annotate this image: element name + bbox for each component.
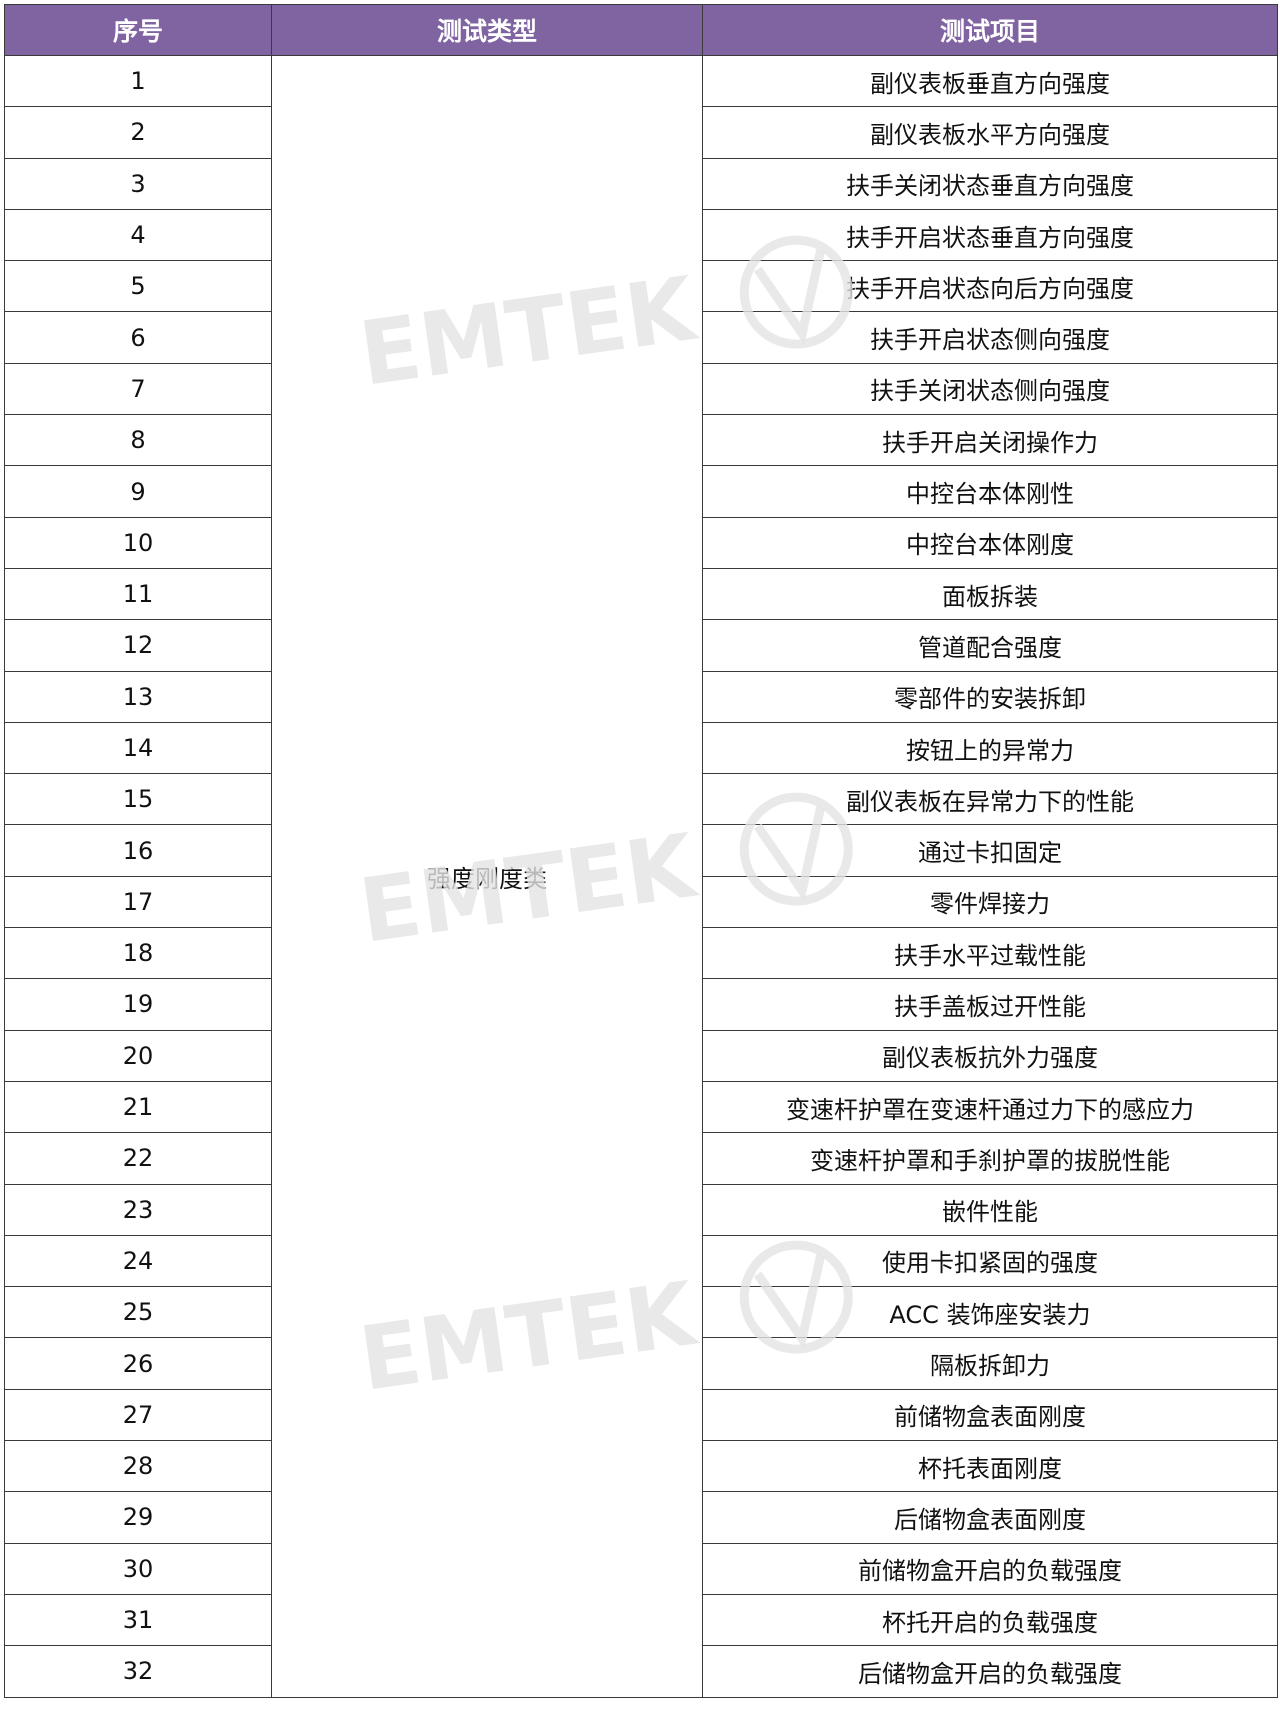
table-row: 9 中控台本体刚性 [4, 465, 1278, 518]
table-row: 24 使用卡扣紧固的强度 [4, 1234, 1278, 1288]
table-row: 23 嵌件性能 [4, 1183, 1278, 1236]
row-number: 20 [4, 1029, 272, 1082]
table-row: 13 零部件的安装拆卸 [4, 670, 1278, 723]
table-row: 12 管道配合强度 [4, 619, 1278, 672]
test-item: 扶手开启状态侧向强度 [702, 311, 1278, 364]
test-item: 扶手开启状态垂直方向强度 [702, 208, 1278, 262]
row-number: 9 [4, 465, 272, 518]
row-number: 1 [4, 54, 272, 108]
test-item: 后储物盒表面刚度 [702, 1491, 1278, 1544]
test-item: 隔板拆卸力 [702, 1337, 1278, 1390]
row-number: 26 [4, 1337, 272, 1390]
row-number: 8 [4, 414, 272, 467]
table-row: 1 强度刚度类 副仪表板垂直方向强度 [4, 54, 1278, 1698]
row-number: 19 [4, 978, 272, 1031]
test-item: 副仪表板抗外力强度 [702, 1029, 1278, 1082]
table-row: 29 后储物盒表面刚度 [4, 1491, 1278, 1544]
test-item: 管道配合强度 [702, 619, 1278, 672]
row-number: 23 [4, 1183, 272, 1236]
row-number: 10 [4, 516, 272, 569]
row-number: 18 [4, 927, 272, 980]
test-item: 变速杆护罩在变速杆通过力下的感应力 [702, 1080, 1278, 1134]
test-item: 扶手开启关闭操作力 [702, 414, 1278, 467]
test-item: 前储物盒表面刚度 [702, 1388, 1278, 1442]
test-item: 中控台本体刚度 [702, 516, 1278, 569]
test-item: 杯托表面刚度 [702, 1440, 1278, 1493]
table-row: 8 扶手开启关闭操作力 [4, 414, 1278, 467]
test-item: 面板拆装 [702, 567, 1278, 621]
test-item: 副仪表板水平方向强度 [702, 106, 1278, 159]
test-item: 前储物盒开启的负载强度 [702, 1542, 1278, 1595]
row-number: 27 [4, 1388, 272, 1442]
row-number: 16 [4, 824, 272, 877]
test-item: 嵌件性能 [702, 1183, 1278, 1236]
test-item: 扶手关闭状态侧向强度 [702, 362, 1278, 416]
row-number: 17 [4, 875, 272, 929]
test-item: 变速杆护罩和手刹护罩的拔脱性能 [702, 1132, 1278, 1185]
test-type-cell: 强度刚度类 [271, 55, 703, 1698]
row-number: 2 [4, 106, 272, 159]
test-item: 后储物盒开启的负载强度 [702, 1645, 1278, 1698]
row-number: 28 [4, 1440, 272, 1493]
table-row: 22 变速杆护罩和手刹护罩的拔脱性能 [4, 1132, 1278, 1185]
table-header-row: 序号 测试类型 测试项目 [4, 4, 1278, 56]
test-item: 中控台本体刚性 [702, 465, 1278, 518]
test-item: ACC 装饰座安装力 [702, 1286, 1278, 1339]
test-item: 零部件的安装拆卸 [702, 670, 1278, 723]
row-number: 31 [4, 1593, 272, 1647]
row-number: 14 [4, 721, 272, 775]
test-items-table: 序号 测试类型 测试项目 1 强度刚度类 副仪表板垂直方向强度 2 副仪表板水平方向强度… [4, 4, 1278, 1698]
row-number: 29 [4, 1491, 272, 1544]
table-row: 26 隔板拆卸力 [4, 1337, 1278, 1390]
test-item: 扶手盖板过开性能 [702, 978, 1278, 1031]
row-number: 24 [4, 1234, 272, 1288]
row-number: 12 [4, 619, 272, 672]
row-number: 22 [4, 1132, 272, 1185]
test-item: 扶手开启状态向后方向强度 [702, 260, 1278, 313]
table-row: 18 扶手水平过载性能 [4, 927, 1278, 980]
row-number: 7 [4, 362, 272, 416]
table-row: 31 杯托开启的负载强度 [4, 1593, 1278, 1647]
table-row: 2 副仪表板水平方向强度 [4, 106, 1278, 159]
test-item: 副仪表板在异常力下的性能 [702, 773, 1278, 826]
row-number: 11 [4, 567, 272, 621]
table-row: 10 中控台本体刚度 [4, 516, 1278, 569]
test-item: 扶手水平过载性能 [702, 927, 1278, 980]
row-number: 3 [4, 157, 272, 210]
row-number: 13 [4, 670, 272, 723]
row-number: 4 [4, 208, 272, 262]
row-number: 21 [4, 1080, 272, 1134]
table-row: 21 变速杆护罩在变速杆通过力下的感应力 [4, 1080, 1278, 1134]
test-item: 杯托开启的负载强度 [702, 1593, 1278, 1647]
test-item: 零件焊接力 [702, 875, 1278, 929]
table-row: 27 前储物盒表面刚度 [4, 1388, 1278, 1442]
test-item: 通过卡扣固定 [702, 824, 1278, 877]
table-row: 28 杯托表面刚度 [4, 1440, 1278, 1493]
row-number: 6 [4, 311, 272, 364]
table-row: 30 前储物盒开启的负载强度 [4, 1542, 1278, 1595]
row-number: 5 [4, 260, 272, 313]
row-number: 30 [4, 1542, 272, 1595]
row-number: 15 [4, 773, 272, 826]
row-number: 32 [4, 1645, 272, 1698]
table-row: 14 按钮上的异常力 [4, 721, 1278, 775]
table-row: 11 面板拆装 [4, 567, 1278, 621]
table-row: 20 副仪表板抗外力强度 [4, 1029, 1278, 1082]
test-item: 使用卡扣紧固的强度 [702, 1234, 1278, 1288]
test-item: 扶手关闭状态垂直方向强度 [702, 157, 1278, 210]
header-test-item: 测试项目 [702, 4, 1278, 56]
header-no: 序号 [4, 4, 272, 56]
test-item: 按钮上的异常力 [702, 721, 1278, 775]
table-row: 7 扶手关闭状态侧向强度 [4, 362, 1278, 416]
header-test-type: 测试类型 [271, 4, 703, 56]
table-row: 32 后储物盒开启的负载强度 [4, 1645, 1278, 1698]
table-row: 3 扶手关闭状态垂直方向强度 [4, 157, 1278, 210]
row-number: 25 [4, 1286, 272, 1339]
test-item: 副仪表板垂直方向强度 [702, 54, 1278, 108]
